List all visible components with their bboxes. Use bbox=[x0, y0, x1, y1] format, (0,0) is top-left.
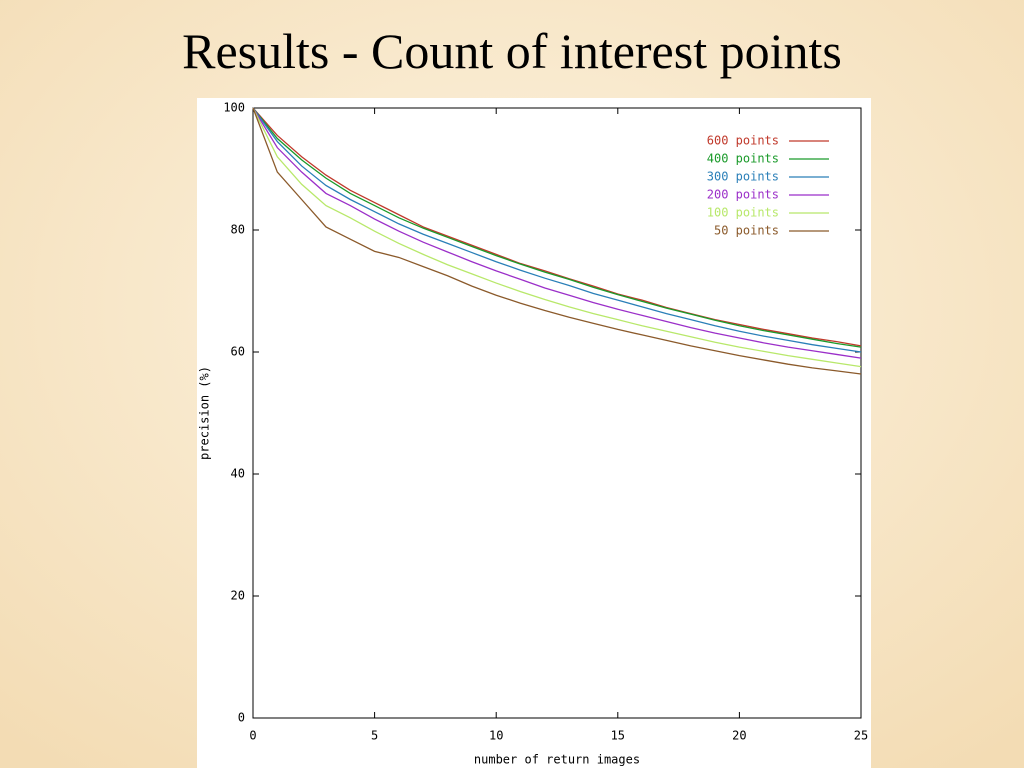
y-tick-label: 40 bbox=[231, 467, 245, 481]
series-line bbox=[252, 107, 862, 368]
x-axis-label: number of return images bbox=[474, 753, 640, 767]
chart: precision (%) number of return images 0 2… bbox=[198, 101, 869, 767]
x-tick-label: 5 bbox=[371, 729, 378, 743]
plot-frame bbox=[252, 107, 862, 719]
x-tick-label: 0 bbox=[249, 729, 256, 743]
y-axis-label: precision (%) bbox=[198, 366, 212, 460]
legend-label: 200 points bbox=[707, 188, 779, 202]
slide-title: Results - Count of interest points bbox=[182, 23, 842, 79]
x-tick-label: 25 bbox=[854, 729, 868, 743]
legend-label: 600 points bbox=[707, 134, 779, 148]
legend-label: 100 points bbox=[707, 206, 779, 220]
legend-label: 300 points bbox=[707, 170, 779, 184]
legend-label: 50 points bbox=[714, 224, 779, 238]
y-tick-label: 100 bbox=[223, 101, 245, 115]
y-tick-label: 60 bbox=[231, 345, 245, 359]
y-tick-label: 0 bbox=[238, 711, 245, 725]
chart-background bbox=[197, 98, 871, 768]
x-tick-label: 20 bbox=[732, 729, 746, 743]
x-tick-label: 15 bbox=[611, 729, 625, 743]
y-tick-label: 20 bbox=[231, 589, 245, 603]
series-line bbox=[252, 107, 862, 347]
series-line bbox=[252, 107, 862, 353]
series-line bbox=[252, 107, 862, 375]
y-tick-label: 80 bbox=[231, 223, 245, 237]
x-tick-label: 10 bbox=[489, 729, 503, 743]
series-line bbox=[252, 107, 862, 348]
legend-label: 400 points bbox=[707, 152, 779, 166]
series-line bbox=[252, 107, 862, 359]
